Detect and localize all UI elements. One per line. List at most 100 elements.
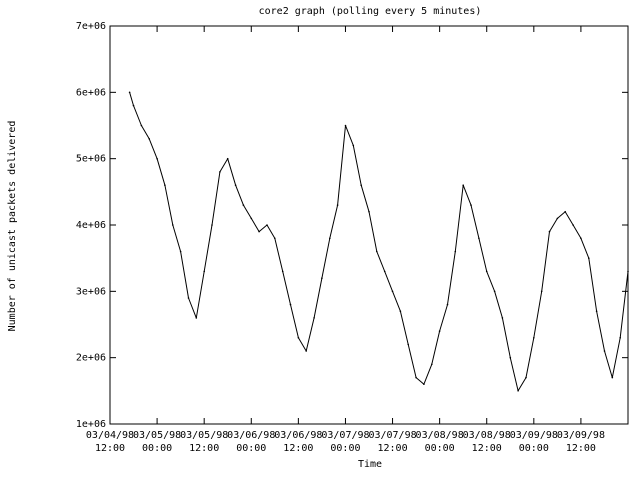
- x-tick-time-label: 00:00: [236, 443, 266, 454]
- data-point: [128, 91, 131, 94]
- data-point: [321, 277, 323, 279]
- data-point: [595, 310, 598, 313]
- data-point: [234, 184, 237, 186]
- data-point: [305, 350, 308, 352]
- x-axis-label: Time: [358, 459, 382, 470]
- data-point: [219, 171, 221, 173]
- data-point: [431, 363, 433, 366]
- data-point: [226, 157, 229, 160]
- data-point: [580, 237, 582, 240]
- y-axis: 1e+06 2e+06 3e+06 4e+06 5e+06 6e+06 7e+06: [76, 21, 628, 430]
- data-point: [627, 270, 629, 273]
- data-point: [203, 270, 205, 273]
- data-point: [140, 124, 143, 127]
- x-tick-date-label: 03/06/98: [227, 430, 275, 441]
- data-point: [242, 204, 245, 206]
- plot-frame: [109, 25, 629, 425]
- data-point: [525, 376, 527, 379]
- data-point: [407, 343, 410, 346]
- x-tick-date-label: 03/04/98: [86, 430, 134, 441]
- data-point: [399, 310, 402, 313]
- data-point: [352, 144, 355, 147]
- data-point: [266, 224, 268, 226]
- data-point: [438, 330, 441, 332]
- data-point: [250, 217, 253, 220]
- data-point: [564, 210, 566, 213]
- data-point: [329, 237, 331, 240]
- x-tick-date-label: 03/07/98: [368, 430, 416, 441]
- data-point: [462, 184, 465, 186]
- data-point: [132, 104, 135, 107]
- data-point: [548, 230, 551, 233]
- x-axis: 03/04/98 12:00 03/05/98 00:00 03/05/98 12:00 0…: [86, 26, 605, 454]
- x-tick-time-label: 12:00: [377, 443, 407, 454]
- data-point: [172, 224, 174, 226]
- y-tick-label: 5e+06: [76, 154, 106, 165]
- data-point: [211, 224, 213, 226]
- x-tick-date-label: 03/05/98: [180, 430, 228, 441]
- x-tick-date-label: 03/09/98: [557, 430, 605, 441]
- series-layer: [128, 91, 629, 392]
- y-tick-label: 6e+06: [76, 87, 106, 98]
- y-tick-label: 3e+06: [76, 286, 106, 297]
- x-tick-time-label: 12:00: [95, 443, 125, 454]
- data-point: [383, 270, 386, 273]
- data-point: [556, 217, 559, 220]
- x-tick-date-label: 03/05/98: [133, 430, 181, 441]
- data-point: [156, 157, 158, 160]
- x-tick-time-label: 12:00: [566, 443, 596, 454]
- x-tick-time-label: 00:00: [519, 443, 549, 454]
- data-point: [454, 250, 457, 253]
- data-point: [313, 317, 315, 319]
- data-point: [501, 317, 504, 319]
- data-point: [446, 303, 449, 306]
- data-point: [391, 290, 394, 293]
- x-tick-time-label: 12:00: [472, 443, 502, 454]
- series-line: [129, 92, 629, 392]
- x-tick-date-label: 03/09/98: [510, 430, 558, 441]
- data-point: [258, 230, 260, 233]
- data-point: [611, 376, 614, 379]
- x-tick-time-label: 00:00: [142, 443, 172, 454]
- data-point: [187, 297, 190, 299]
- y-tick-label: 2e+06: [76, 353, 106, 364]
- data-point: [415, 376, 417, 379]
- data-point: [423, 383, 425, 386]
- data-point: [572, 224, 574, 226]
- data-point: [470, 204, 472, 206]
- data-point: [509, 356, 512, 359]
- data-point: [344, 124, 347, 127]
- y-tick-label: 4e+06: [76, 220, 106, 231]
- data-point: [603, 350, 606, 352]
- data-point: [493, 290, 496, 293]
- x-tick-time-label: 00:00: [425, 443, 455, 454]
- x-tick-date-label: 03/07/98: [321, 430, 369, 441]
- data-point: [148, 138, 150, 140]
- data-point: [274, 237, 276, 240]
- data-point: [376, 250, 378, 253]
- data-point: [297, 337, 300, 339]
- data-point: [588, 257, 590, 260]
- x-tick-date-label: 03/06/98: [274, 430, 322, 441]
- data-point: [533, 337, 535, 339]
- x-tick-time-label: 12:00: [189, 443, 219, 454]
- data-point: [368, 210, 370, 213]
- data-point: [164, 184, 166, 186]
- data-point: [540, 290, 543, 293]
- data-point: [289, 303, 292, 306]
- data-point: [485, 270, 488, 273]
- data-point: [281, 270, 284, 273]
- x-tick-time-label: 00:00: [330, 443, 360, 454]
- data-point: [517, 390, 519, 392]
- y-axis-label: Number of unicast packets delivered: [7, 121, 18, 332]
- data-point: [336, 204, 339, 206]
- data-point: [195, 317, 198, 319]
- y-tick-label: 7e+06: [76, 21, 106, 32]
- x-tick-date-label: 03/08/98: [416, 430, 464, 441]
- data-point: [619, 337, 621, 339]
- x-tick-date-label: 03/08/98: [463, 430, 511, 441]
- data-point: [179, 250, 182, 253]
- x-tick-time-label: 12:00: [283, 443, 313, 454]
- data-point: [478, 237, 480, 240]
